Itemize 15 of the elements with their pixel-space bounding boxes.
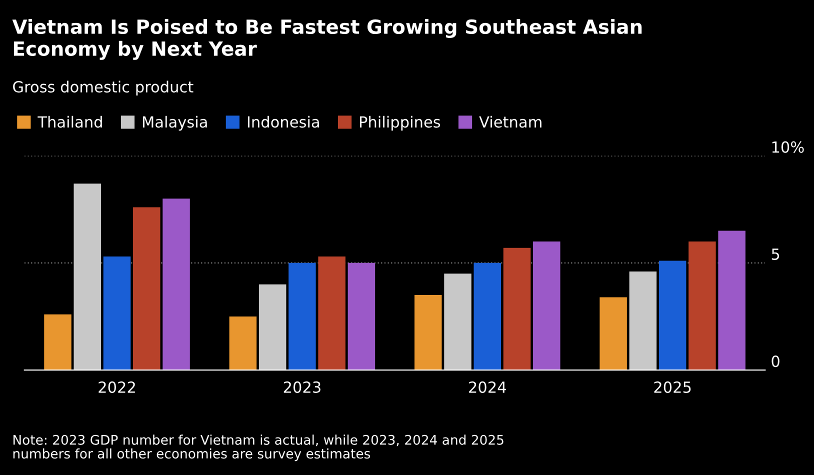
chart-title: Vietnam Is Poised to Be Fastest Growing Southeast Asian Economy by Next Year xyxy=(12,19,642,60)
x-tick-label: 2022 xyxy=(98,381,135,393)
legend-label: Thailand xyxy=(38,116,102,128)
legend-label: Philippines xyxy=(360,116,440,131)
y-tick-label: 10% xyxy=(772,141,804,153)
legend-label: Vietnam xyxy=(479,116,542,128)
x-tick-label: 2023 xyxy=(284,381,320,393)
text: Note: 2023 GDP number for Vietnam is actual, while 2023, 2024 and 2025 numbers for all other economies are survey estimates xyxy=(13,434,504,462)
x-tick-label: 2024 xyxy=(469,381,506,393)
legend-label: Indonesia xyxy=(248,116,319,128)
chart-subtitle: Gross domestic product xyxy=(13,80,194,96)
x-tick-label: 2025 xyxy=(654,381,691,393)
legend-label: Malaysia xyxy=(142,116,207,131)
y-tick-label: 5 xyxy=(772,248,780,260)
y-tick-label: 0 xyxy=(772,356,780,368)
